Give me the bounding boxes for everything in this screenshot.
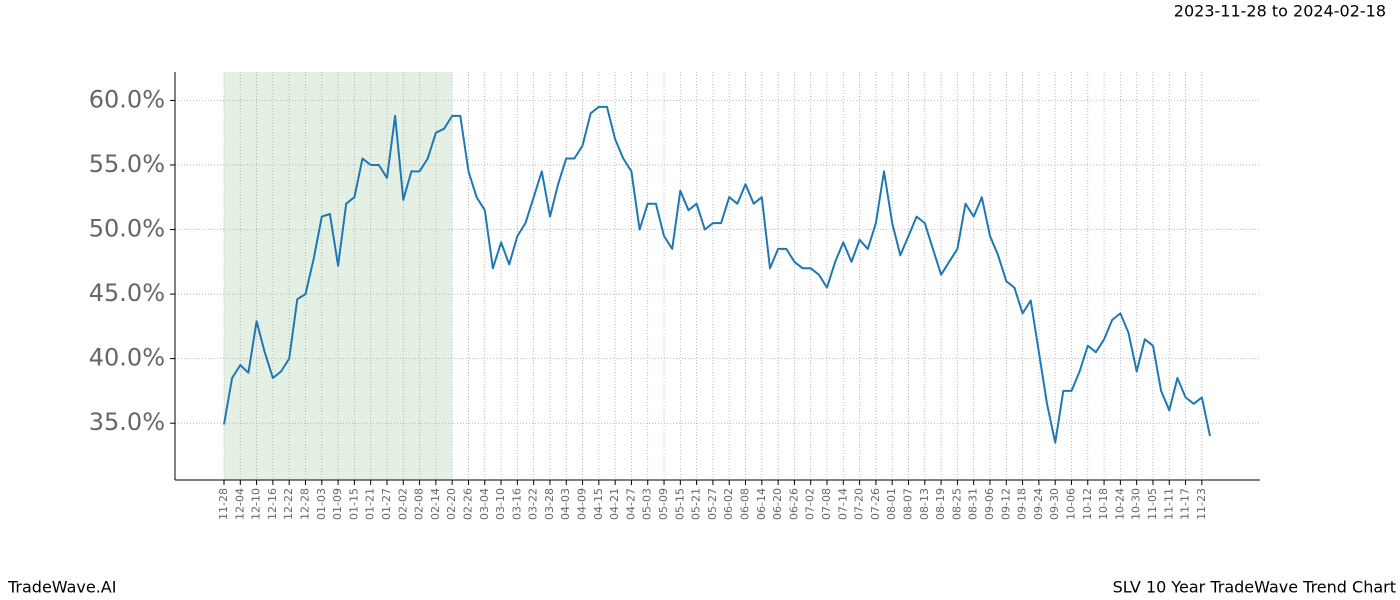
y-tick-label: 35.0% (89, 408, 165, 436)
x-tick-label: 04-03 (559, 488, 572, 520)
x-tick-label: 09-24 (1032, 488, 1045, 520)
x-tick-label: 09-06 (983, 488, 996, 520)
x-tick-label: 06-26 (787, 488, 800, 520)
x-tick-label: 04-27 (624, 488, 637, 520)
x-tick-label: 02-08 (413, 488, 426, 520)
line (223, 105, 1211, 444)
x-tick-label: 01-21 (364, 488, 377, 520)
x-tick-label: 08-01 (885, 488, 898, 520)
x-tick-label: 07-02 (804, 488, 817, 520)
x-tick-label: 01-15 (347, 488, 360, 520)
y-tick-label: 60.0% (89, 85, 165, 113)
x-tick-label: 09-30 (1048, 488, 1061, 520)
x-tick-label: 08-07 (901, 488, 914, 520)
x-tick-label: 06-02 (722, 488, 735, 520)
x-tick-label: 09-18 (1016, 488, 1029, 520)
x-tick-label: 10-30 (1130, 488, 1143, 520)
x-tick-label: 03-22 (527, 488, 540, 520)
x-tick-label: 07-20 (853, 488, 866, 520)
x-tick-label: 08-31 (967, 488, 980, 520)
x-tick-label: 11-11 (1162, 488, 1175, 520)
x-tick-label: 08-19 (934, 488, 947, 520)
x-tick-label: 06-08 (739, 488, 752, 520)
x-tick-label: 04-09 (576, 488, 589, 520)
x-tick-label: 03-28 (543, 488, 556, 520)
x-tick-label: 10-24 (1113, 488, 1126, 520)
x-tick-label: 02-02 (396, 488, 409, 520)
x-tick-label: 12-22 (282, 488, 295, 520)
x-tick-label: 11-05 (1146, 488, 1159, 520)
x-tick-label: 02-14 (429, 488, 442, 520)
x-tick-label: 07-14 (836, 488, 849, 520)
x-tick-label: 01-27 (380, 488, 393, 520)
y-tick-label: 40.0% (89, 344, 165, 372)
x-tick-label: 11-28 (217, 488, 230, 520)
x-tick-label: 02-26 (461, 488, 474, 520)
x-tick-label: 05-21 (690, 488, 703, 520)
x-tick-label: 05-09 (657, 488, 670, 520)
y-tick-label: 55.0% (89, 150, 165, 178)
x-tick-label: 12-10 (250, 488, 263, 520)
x-tick-label: 01-03 (315, 488, 328, 520)
x-tick-label: 06-14 (755, 488, 768, 520)
x-tick-label: 06-20 (771, 488, 784, 520)
x-tick-label: 12-28 (298, 488, 311, 520)
x-tick-label: 09-12 (999, 488, 1012, 520)
date-range: 2023-11-28 to 2024-02-18 (1174, 2, 1386, 21)
y-tick-label: 45.0% (89, 279, 165, 307)
x-tick-label: 12-16 (266, 488, 279, 520)
x-tick-label: 12-04 (233, 488, 246, 520)
x-tick-label: 10-18 (1097, 488, 1110, 520)
x-tick-label: 07-08 (820, 488, 833, 520)
x-tick-label: 10-12 (1081, 488, 1094, 520)
x-tick-label: 03-10 (494, 488, 507, 520)
x-tick-label: 04-21 (608, 488, 621, 520)
x-tick-label: 11-23 (1195, 488, 1208, 520)
x-tick-label: 07-26 (869, 488, 882, 520)
x-tick-label: 08-13 (918, 488, 931, 520)
x-tick-label: 01-09 (331, 488, 344, 520)
y-tick-label: 50.0% (89, 215, 165, 243)
x-tick-label: 03-04 (478, 488, 491, 520)
x-tick-label: 05-03 (641, 488, 654, 520)
x-tick-label: 05-27 (706, 488, 719, 520)
x-tick-label: 08-25 (950, 488, 963, 520)
x-tick-label: 02-20 (445, 488, 458, 520)
x-tick-label: 10-06 (1064, 488, 1077, 520)
x-tick-label: 05-15 (673, 488, 686, 520)
chart-title: SLV 10 Year TradeWave Trend Chart (1113, 578, 1396, 597)
x-tick-label: 11-17 (1179, 488, 1192, 520)
x-tick-label: 04-15 (592, 488, 605, 520)
x-tick-label: 03-16 (510, 488, 523, 520)
brand: TradeWave.AI (7, 578, 116, 597)
